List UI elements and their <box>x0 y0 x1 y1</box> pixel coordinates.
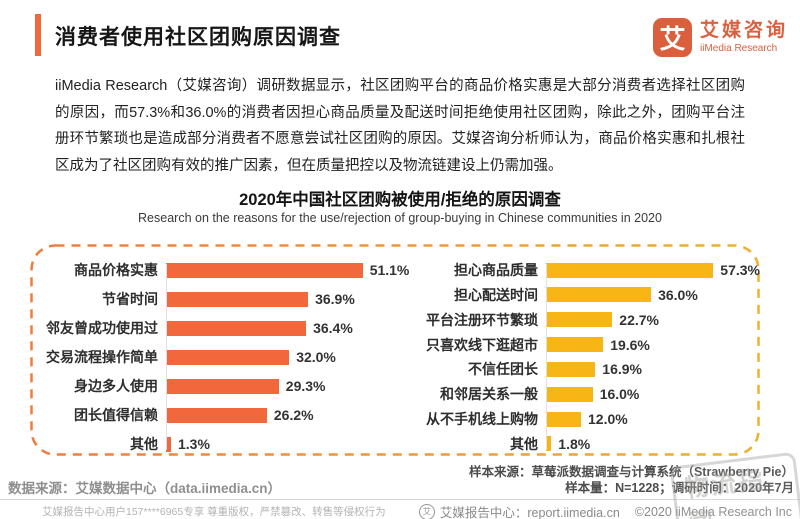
dashed-border <box>30 244 760 456</box>
bar-row: 平台注册环节繁琐 22.7% <box>410 312 760 328</box>
bar-row: 团长值得信赖 26.2% <box>30 407 410 423</box>
bar <box>546 312 613 328</box>
category-label: 只喜欢线下逛超市 <box>426 336 538 353</box>
data-source-note: 数据来源：艾媒数据中心（data.iimedia.cn） <box>8 481 282 496</box>
bar <box>546 411 581 427</box>
page-title: 消费者使用社区团购原因调查 <box>55 26 341 49</box>
chart-panel: 商品价格实惠 51.1% 节省时间 36.9% 邻友曾成功使用过 36.4% 交易流程操作简… <box>30 244 760 456</box>
bar <box>546 337 604 353</box>
charts-container: 商品价格实惠 51.1% 节省时间 36.9% 邻友曾成功使用过 36.4% 交易流程操作简… <box>30 262 760 452</box>
category-label: 从不手机线上购物 <box>426 411 538 428</box>
value-label: 26.2% <box>273 407 314 423</box>
copyright-label: ©2020 iiMedia Research Inc <box>634 504 792 519</box>
watermark-stamp: 物流指闻 <box>669 451 800 519</box>
intro-paragraph: iiMedia Research（艾媒咨询）调研数据显示，社区团购平台的商品价格… <box>55 78 745 174</box>
category-label: 商品价格实惠 <box>74 262 158 278</box>
bar-row: 其他 1.3% <box>30 436 410 452</box>
category-label: 担心商品质量 <box>454 262 538 278</box>
value-label: 16.9% <box>602 361 642 378</box>
bar-row: 身边多人使用 29.3% <box>30 378 410 394</box>
value-label: 29.3% <box>285 378 326 394</box>
report-center-label: 艾媒报告中心：report.iimedia.cn <box>439 506 620 519</box>
value-label: 51.1% <box>369 262 410 278</box>
sample-source-line: 样本来源：草莓派数据调查与计算系统（Strawberry Pie） <box>468 465 794 479</box>
bar <box>166 262 363 278</box>
bar <box>166 291 309 307</box>
value-label: 36.0% <box>658 286 698 303</box>
footer-report-center: 艾 艾媒报告中心：report.iimedia.cn ©2020 iiMedia… <box>418 502 792 519</box>
bar <box>166 349 290 365</box>
axis-line <box>166 264 167 450</box>
bar <box>166 436 171 452</box>
value-label: 36.4% <box>313 320 353 336</box>
iimedia-logo-icon: 艾 <box>652 18 692 57</box>
report-center-icon: 艾 <box>418 503 435 519</box>
value-label: 32.0% <box>296 349 336 365</box>
category-label: 不信任团长 <box>468 361 538 378</box>
chart-use-reasons: 商品价格实惠 51.1% 节省时间 36.9% 邻友曾成功使用过 36.4% 交易流程操作简… <box>30 262 410 452</box>
category-label: 平台注册环节繁琐 <box>426 311 538 328</box>
bar-row: 不信任团长 16.9% <box>410 361 760 377</box>
bar-row: 和邻居关系一般 16.0% <box>410 386 760 402</box>
bar-row: 交易流程操作简单 32.0% <box>30 349 410 365</box>
category-label: 担心配送时间 <box>454 286 538 303</box>
category-label: 节省时间 <box>102 291 158 307</box>
iimedia-logo: 艾 艾媒咨询 iiMedia Research <box>652 18 788 57</box>
axis-line <box>546 264 547 450</box>
brand-name-en: iiMedia Research <box>699 43 778 55</box>
bar-row: 邻友曾成功使用过 36.4% <box>30 320 410 336</box>
bar <box>166 378 279 394</box>
bar <box>546 436 552 452</box>
bar-row: 其他 1.8% <box>410 436 760 452</box>
value-label: 19.6% <box>610 336 650 353</box>
category-label: 团长值得信赖 <box>74 407 158 423</box>
bar-row: 担心配送时间 36.0% <box>410 287 760 303</box>
bar-row: 担心商品质量 57.3% <box>410 262 760 278</box>
sample-size-line: 样本量：N=1228；调研时间：2020年7月 <box>565 480 794 495</box>
chart-title: 2020年中国社区团购被使用/拒绝的原因调查 <box>239 191 561 209</box>
bar-row: 商品价格实惠 51.1% <box>30 262 410 278</box>
category-label: 和邻居关系一般 <box>440 386 538 403</box>
chart-subtitle: Research on the reasons for the use/reje… <box>138 211 662 225</box>
category-label: 其他 <box>130 436 158 452</box>
bar <box>166 407 267 423</box>
footer-user-note: 艾媒报告中心用户157****6965专享 尊重版权，严禁篡改、转售等侵权行为 <box>42 506 386 518</box>
brand-name-cn: 艾媒咨询 <box>699 19 788 41</box>
value-label: 16.0% <box>599 386 640 403</box>
chart-reject-reasons: 担心商品质量 57.3% 担心配送时间 36.0% 平台注册环节繁琐 22.7% 只喜欢线下… <box>410 262 760 452</box>
title-accent-bar <box>35 14 41 56</box>
bar <box>546 287 652 303</box>
category-label: 邻友曾成功使用过 <box>46 320 158 336</box>
bar-row: 节省时间 36.9% <box>30 291 410 307</box>
value-label: 1.3% <box>178 436 210 452</box>
category-label: 其他 <box>510 435 538 452</box>
category-label: 身边多人使用 <box>74 378 158 394</box>
value-label: 22.7% <box>619 311 659 328</box>
value-label: 1.8% <box>558 435 591 452</box>
category-label: 交易流程操作简单 <box>46 349 158 365</box>
value-label: 36.9% <box>315 291 355 307</box>
bar <box>546 361 596 377</box>
bar <box>546 262 714 278</box>
bar-row: 从不手机线上购物 12.0% <box>410 411 760 427</box>
bar-row: 只喜欢线下逛超市 19.6% <box>410 337 760 353</box>
bar <box>546 386 593 402</box>
sample-info-note: 样本来源：草莓派数据调查与计算系统（Strawberry Pie） 样本量：N=… <box>469 465 794 496</box>
value-label: 12.0% <box>588 411 628 428</box>
value-label: 57.3% <box>720 262 760 278</box>
logo-text: 艾媒咨询 iiMedia Research <box>699 19 788 55</box>
footer-divider <box>0 499 800 500</box>
bar <box>166 320 307 336</box>
